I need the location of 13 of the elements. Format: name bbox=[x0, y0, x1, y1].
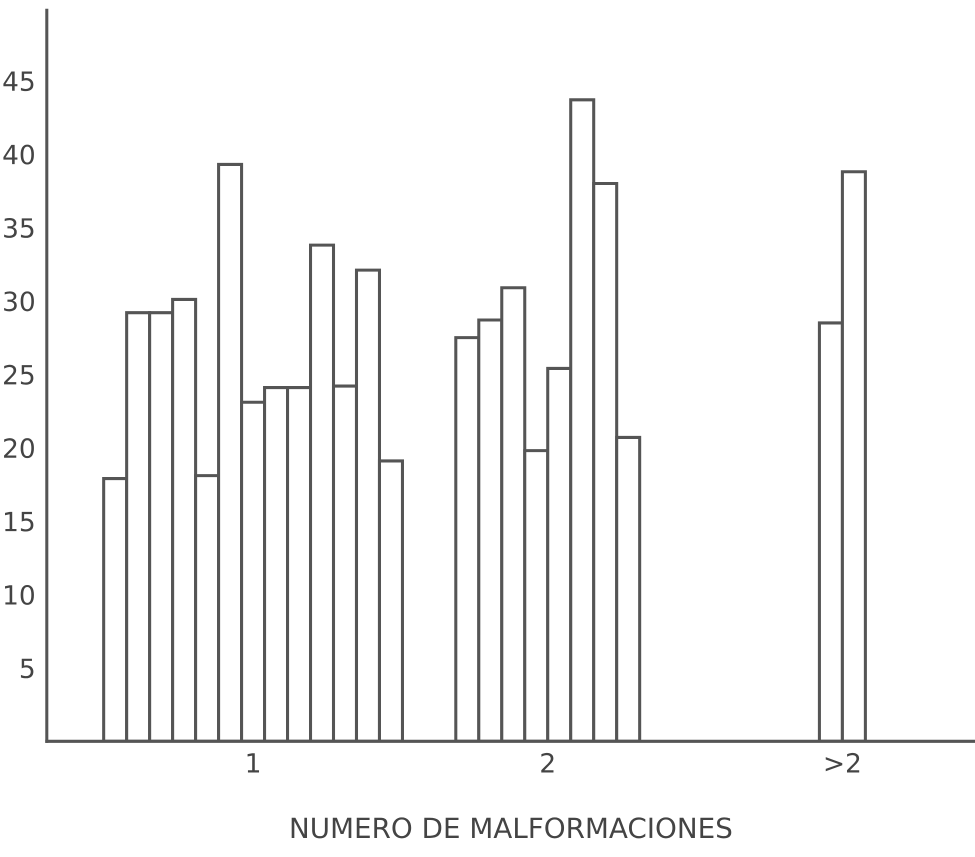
x-tick-label: >2 bbox=[826, 752, 860, 772]
y-tick-label: 25 bbox=[4, 364, 34, 385]
y-tick-label: 20 bbox=[4, 438, 34, 458]
y-tick-label: 10 bbox=[5, 584, 34, 605]
x-tick-label: 1 bbox=[248, 753, 260, 772]
y-tick-label: 15 bbox=[5, 512, 34, 532]
y-tick-label: 45 bbox=[3, 72, 34, 92]
x-axis-title: NUMERO DE MALFORMACIONES bbox=[292, 817, 732, 838]
y-tick-label: 30 bbox=[4, 291, 34, 312]
y-tick-label: 40 bbox=[3, 144, 34, 165]
y-tick-label: 5 bbox=[20, 658, 34, 678]
x-tick-label: 2 bbox=[541, 752, 554, 772]
y-tick-label: 35 bbox=[4, 218, 34, 238]
